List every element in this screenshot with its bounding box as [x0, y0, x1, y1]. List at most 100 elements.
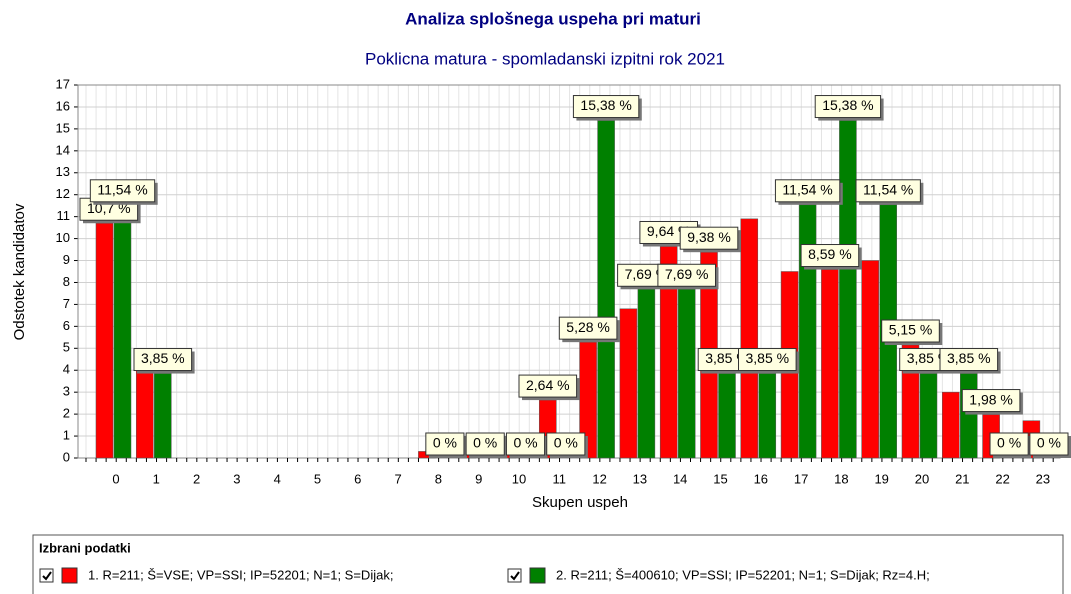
x-tick-label: 16: [754, 471, 768, 486]
bar: [597, 120, 615, 459]
y-tick-label: 9: [63, 252, 70, 267]
data-label: 0 %: [513, 435, 537, 451]
bar: [758, 373, 777, 459]
data-label-box: [989, 432, 1029, 456]
data-label: 7,69 %: [625, 266, 669, 282]
legend-label: 1. R=211; Š=VSE; VP=SSI; IP=52201; N=1; …: [88, 567, 393, 582]
legend-checkbox[interactable]: [39, 568, 54, 583]
bar: [619, 308, 638, 459]
y-tick-label: 15: [56, 120, 70, 135]
bar: [718, 373, 736, 459]
x-tick-label: 15: [713, 471, 727, 486]
x-tick-label: 21: [955, 471, 969, 486]
y-tick-label: 7: [63, 296, 70, 311]
chart-title: Analiza splošnega uspeha pri maturi: [405, 9, 701, 28]
y-tick-label: 13: [56, 164, 70, 179]
x-tick-label: 13: [633, 471, 647, 486]
legend-swatch: [529, 567, 546, 584]
data-label: 11,54 %: [782, 182, 832, 198]
bar: [637, 289, 656, 459]
x-tick-label: 17: [794, 471, 808, 486]
data-label: 11,54 %: [97, 182, 147, 198]
x-tick-label: 0: [112, 471, 119, 486]
x-tick-label: 3: [233, 471, 240, 486]
y-tick-label: 12: [56, 186, 70, 201]
x-tick-label: 18: [834, 471, 848, 486]
bar: [960, 373, 978, 459]
data-label: 11,54 %: [863, 182, 913, 198]
data-label: 15,38 %: [580, 97, 631, 113]
bar: [919, 373, 938, 459]
data-label-box: [774, 179, 841, 203]
y-tick-label: 11: [57, 208, 71, 223]
data-label-box: [546, 432, 586, 456]
data-label: 15,38 %: [822, 97, 873, 113]
legend-frame: [32, 534, 1064, 594]
x-tick-label: 10: [512, 471, 526, 486]
x-axis-label: Skupen uspeh: [532, 494, 628, 511]
legend-check: [510, 571, 520, 581]
data-label: 0 %: [997, 435, 1021, 451]
x-tick-label: 11: [553, 471, 567, 486]
x-tick-label: 9: [475, 471, 482, 486]
legend-checkbox[interactable]: [507, 568, 522, 583]
data-label-box: [505, 432, 546, 456]
y-tick-label: 0: [63, 449, 70, 464]
y-tick-label: 5: [63, 340, 70, 355]
data-label: 3,85 %: [947, 350, 991, 366]
x-tick-label: 4: [274, 471, 281, 486]
x-tick-label: 23: [1036, 471, 1050, 486]
data-label: 3,85 %: [907, 350, 951, 366]
y-tick-label: 1: [63, 427, 70, 442]
data-label: 0 %: [473, 435, 497, 451]
x-tick-label: 14: [673, 471, 687, 486]
y-tick-label: 16: [56, 98, 70, 113]
x-tick-label: 19: [874, 471, 888, 486]
data-label-box: [518, 374, 578, 398]
data-label: 2,64 %: [526, 377, 570, 393]
x-tick-label: 7: [394, 471, 401, 486]
x-tick-label: 2: [193, 471, 200, 486]
data-label: 3,85 %: [746, 350, 790, 366]
data-label: 0 %: [554, 435, 578, 451]
data-label-box: [425, 432, 465, 456]
data-label: 3,85 %: [705, 350, 749, 366]
y-tick-label: 8: [63, 274, 70, 289]
bar: [95, 222, 114, 459]
bar: [942, 391, 960, 459]
legend-title: Izbrani podatki: [39, 540, 131, 555]
bar: [113, 204, 132, 459]
bar: [740, 218, 759, 459]
bar: [839, 120, 857, 459]
data-label-box: [961, 389, 1021, 413]
y-axis-label: Odstotek kandidatov: [11, 203, 28, 340]
legend-swatch: [61, 567, 78, 584]
data-label: 3,85 %: [141, 350, 185, 366]
y-tick-label: 2: [63, 406, 70, 421]
y-tick-label: 4: [63, 362, 70, 377]
data-label: 0 %: [1037, 435, 1061, 451]
x-tick-label: 20: [915, 471, 929, 486]
bar: [154, 373, 172, 459]
bar: [798, 204, 817, 459]
y-tick-label: 6: [63, 318, 70, 333]
data-label: 8,59 %: [808, 246, 852, 262]
x-tick-label: 12: [592, 471, 606, 486]
data-label-box: [881, 319, 940, 343]
data-label-box: [465, 432, 505, 456]
x-tick-label: 22: [995, 471, 1009, 486]
y-tick-label: 14: [56, 142, 70, 157]
x-tick-label: 6: [354, 471, 361, 486]
data-label: 1,98 %: [969, 391, 1013, 407]
data-label-box: [855, 179, 921, 203]
data-label: 5,28 %: [566, 319, 610, 335]
data-label-box: [939, 348, 999, 372]
y-tick-label: 17: [56, 76, 70, 91]
x-tick-label: 8: [435, 471, 442, 486]
y-tick-label: 3: [63, 384, 70, 399]
data-label: 7,69 %: [665, 266, 709, 282]
data-label: 5,15 %: [889, 322, 933, 338]
legend-check: [42, 571, 52, 581]
data-label-box: [657, 263, 716, 287]
